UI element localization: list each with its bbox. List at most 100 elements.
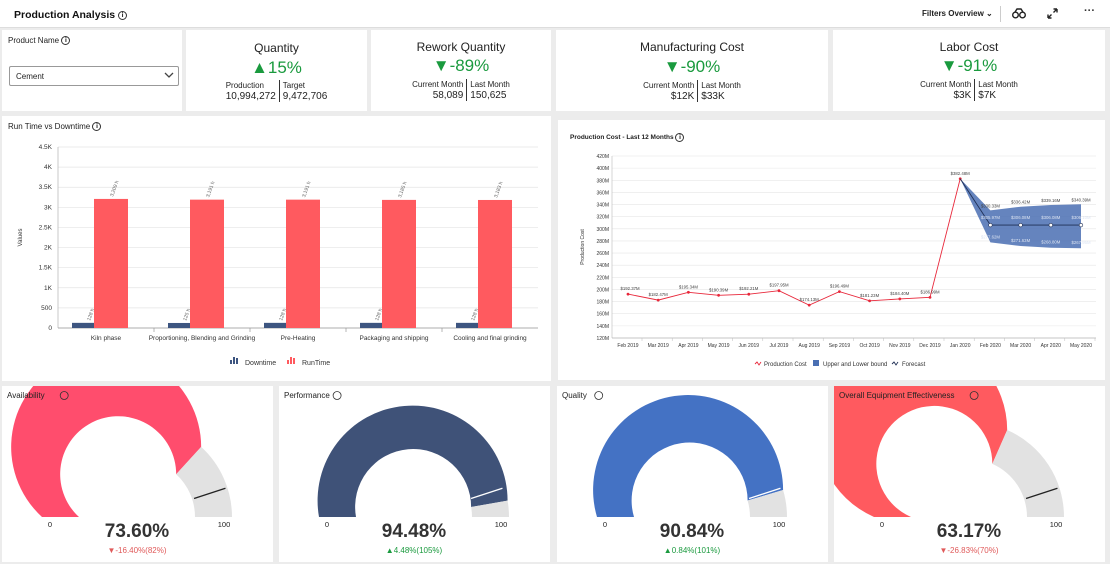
- kpi-percent: ▼-90%: [663, 57, 721, 76]
- bar-data-label: 3,209 h: [109, 180, 120, 198]
- gauge-delta: ▼-26.83%(70%): [939, 546, 998, 555]
- x-tick-label: Apr 2020: [1041, 343, 1062, 349]
- kpi-values: Current Month 58,089 Last Month 150,625: [371, 79, 551, 101]
- info-icon: [332, 391, 342, 400]
- production-cost-point: [777, 289, 781, 293]
- production-cost-line-chart: Production Cost 120M 140M 160M 180M 200M 220M 2…: [580, 154, 1096, 368]
- forecast-label: $306.08M: [1011, 215, 1031, 220]
- binoculars-icon[interactable]: [1012, 8, 1026, 19]
- x-tick-label: Jun 2019: [739, 343, 760, 349]
- gauge-max-label: 100: [1050, 520, 1063, 529]
- y-tick-label: 400M: [596, 166, 609, 172]
- y-tick-label: 0: [48, 325, 52, 332]
- page-title: Production Analysis i: [14, 9, 128, 21]
- kpi-title: Rework Quantity: [416, 40, 506, 54]
- gauge-oee: Overall Equipment Effectiveness 0 100 63.17…: [834, 386, 1105, 562]
- upper-bound-label: $339.16M: [1041, 198, 1061, 203]
- downtime-bar: [72, 322, 104, 328]
- forecast-label: $306.08M: [1041, 215, 1061, 220]
- triangle-down-icon: ▼: [663, 57, 681, 76]
- runtime-bar: [94, 198, 128, 328]
- runtime-bar: [190, 199, 224, 328]
- gauge-remaining-arc: [176, 446, 232, 517]
- product-label: Product Name i: [8, 36, 71, 46]
- forecast-point: [1018, 222, 1023, 228]
- y-tick-label: 1K: [44, 285, 53, 292]
- kpi-values: Production 10,994,272 Target 9,472,706: [186, 80, 367, 102]
- lower-bound-label: $267.95M: [1071, 240, 1091, 245]
- gauge-title: Availability: [7, 391, 45, 400]
- chevron-down-icon: ⌄: [986, 9, 993, 18]
- bar-data-label: 3,183 h: [493, 181, 504, 199]
- gauge-delta: ▲4.48%(105%): [386, 546, 443, 555]
- data-label: $192.21M: [739, 286, 759, 291]
- gauge-max-label: 100: [218, 520, 231, 529]
- chevron-down-icon: [164, 72, 174, 78]
- cost-chart-panel: Production Cost - Last 12 Months i Produ…: [558, 120, 1105, 380]
- forecast-point: [1078, 222, 1084, 228]
- production-cost-point: [928, 295, 932, 299]
- y-tick-label: 360M: [596, 190, 609, 196]
- legend-label: RunTime: [302, 360, 330, 367]
- forecast-label: $305.97M: [981, 215, 1001, 220]
- info-icon: [594, 391, 604, 400]
- kpi-percent: ▲15%: [251, 58, 302, 77]
- confidence-band: [960, 178, 1081, 249]
- product-dropdown[interactable]: Cement: [9, 66, 179, 86]
- gauge-value: 73.60%: [105, 521, 170, 542]
- x-tick-label: Aug 2019: [798, 343, 820, 349]
- gauge-performance: Performance 0 100 94.48% ▲4.48%(105%): [279, 386, 550, 562]
- gauge-value-arc: [834, 386, 1008, 517]
- kpi-percent: ▼-89%: [432, 56, 490, 75]
- x-tick-label: May 2020: [1070, 343, 1092, 349]
- y-tick-label: 2.5K: [39, 224, 53, 231]
- legend-bar-icon: [290, 357, 292, 364]
- y-tick-label: 120M: [596, 336, 609, 342]
- gauge-value-arc: [593, 395, 784, 517]
- gauge-max-label: 100: [773, 520, 786, 529]
- x-tick-label: Dec 2019: [919, 343, 941, 349]
- gauge-value: 90.84%: [660, 521, 725, 542]
- production-cost-point: [747, 292, 751, 296]
- info-icon[interactable]: i: [675, 133, 685, 142]
- legend-bar-icon: [287, 360, 289, 364]
- x-tick-label: Feb 2020: [980, 343, 1001, 349]
- legend-bar-icon: [230, 360, 232, 364]
- x-tick-label: Packaging and shipping: [359, 335, 428, 342]
- x-tick-label: Jul 2019: [770, 343, 789, 349]
- bar-data-label: 128 h: [278, 308, 288, 322]
- y-tick-label: 340M: [596, 203, 609, 209]
- y-tick-label: 1.5K: [39, 265, 53, 272]
- gauge-target-marker: [748, 487, 781, 500]
- data-label: $186.99M: [920, 289, 940, 294]
- info-icon[interactable]: i: [61, 36, 71, 46]
- filters-overview-button[interactable]: Filters Overview ⌄: [922, 9, 993, 18]
- production-cost-point: [807, 303, 811, 307]
- y-tick-label: 300M: [596, 227, 609, 233]
- downtime-bar: [264, 322, 296, 328]
- y-tick-label: 380M: [596, 178, 609, 184]
- data-label: $182.47M: [649, 292, 669, 297]
- legend-bar-icon: [293, 358, 295, 364]
- kpi-title: Labor Cost: [939, 40, 999, 54]
- bar-data-label: 128 h: [86, 308, 96, 322]
- legend-bar-icon: [236, 358, 238, 364]
- expand-icon[interactable]: [1047, 8, 1058, 19]
- legend-label: Forecast: [902, 362, 926, 368]
- gauge-min-label: 0: [48, 520, 52, 529]
- legend-label: Production Cost: [764, 362, 807, 368]
- gauge-value: 63.17%: [937, 521, 1002, 542]
- info-icon[interactable]: i: [118, 10, 128, 20]
- y-tick-label: 4.5K: [39, 144, 53, 151]
- data-label: $382.48M: [951, 171, 971, 176]
- forecast-label: $306.10M: [1071, 215, 1091, 220]
- production-cost-point: [687, 290, 690, 294]
- bar-data-label: 3,191 h: [205, 180, 216, 198]
- more-options-icon[interactable]: ···: [1084, 5, 1095, 17]
- y-tick-label: 160M: [596, 312, 609, 318]
- y-tick-label: 4K: [44, 164, 53, 171]
- lower-bound-label: $268.80M: [1041, 240, 1061, 245]
- bar-data-label: 128 h: [374, 308, 384, 322]
- production-cost-point: [868, 299, 871, 303]
- y-tick-label: 420M: [596, 154, 609, 160]
